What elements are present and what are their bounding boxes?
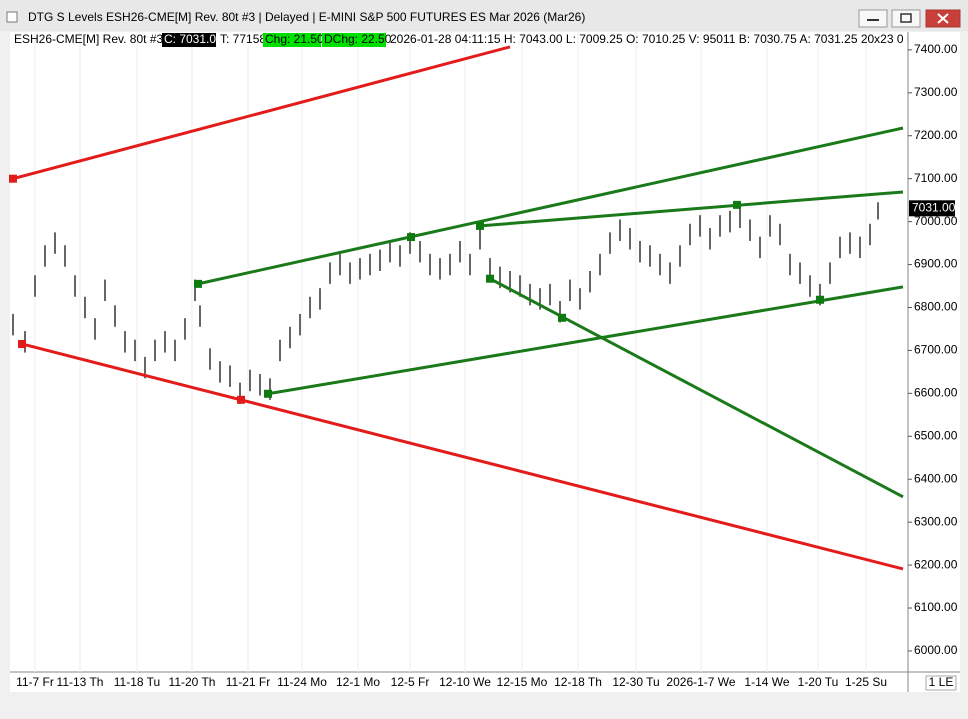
y-tick-label: 7100.00 [914, 171, 958, 185]
maximize-button[interactable] [891, 9, 921, 28]
info-details: 2026-01-28 04:11:15 H: 7043.00 L: 7009.2… [390, 32, 963, 46]
window-title: DTG S Levels ESH26-CME[M] Rev. 80t #3 | … [28, 10, 585, 24]
info-symbol: ESH26-CME[M] Rev. 80t #3 [14, 32, 163, 46]
y-tick-label: 6200.00 [914, 557, 958, 571]
x-tick-label: 11-24 Mo [277, 675, 327, 689]
window-icon [6, 11, 18, 23]
y-tick-label: 7300.00 [914, 85, 958, 99]
x-tick-label: 11-21 Fr [226, 675, 270, 689]
y-tick-label: 7000.00 [914, 214, 958, 228]
chg-bg [263, 33, 321, 47]
details-clip: 2026-01-28 04:11:15 H: 7043.00 L: 7009.2… [390, 32, 963, 46]
last-price-box [909, 200, 955, 217]
y-tick-label: 6000.00 [914, 643, 958, 657]
anchor-point [407, 233, 415, 242]
anchor-point [476, 221, 484, 230]
y-tick-label: 6400.00 [914, 471, 958, 485]
trendline [197, 126, 904, 286]
info-daily-change: DChg: 22.50 [324, 32, 392, 46]
x-tick-label: 12-18 Th [554, 675, 602, 689]
y-tick-label: 7200.00 [914, 128, 958, 142]
trendline [479, 190, 904, 228]
x-tick-label: 12-15 Mo [497, 675, 548, 689]
plot [9, 32, 904, 672]
x-tick-label: 11-18 Tu [114, 675, 160, 689]
x-tick-label: 1-20 Tu [798, 675, 839, 689]
trendline [21, 342, 904, 571]
anchor-point [816, 295, 824, 304]
status-box [925, 675, 957, 691]
close-icon [937, 13, 949, 24]
last-price-label: 7031.00 [912, 200, 956, 214]
x-tick-label: 12-1 Mo [336, 675, 380, 689]
x-tick-label: 12-5 Fr [391, 675, 430, 689]
anchor-point [558, 313, 566, 322]
x-tick-label: 11-7 Fr [16, 675, 54, 689]
x-tick-label: 11-13 Th [57, 675, 104, 689]
y-tick-label: 6100.00 [914, 600, 958, 614]
x-tick-label: 1-25 Su [845, 675, 887, 689]
status-label: 1 LE [929, 675, 954, 689]
info-change: Chg: 21.50 [265, 32, 324, 46]
x-tick-label: 2026-1-7 We [666, 675, 735, 689]
close-bg [162, 33, 216, 47]
maximize-icon [900, 13, 912, 23]
y-tick-label: 7400.00 [914, 42, 958, 56]
y-tick-label: 6700.00 [914, 343, 958, 357]
y-tick-label: 6500.00 [914, 428, 958, 442]
anchor-point [264, 389, 272, 398]
x-tick-label: 12-30 Tu [612, 675, 659, 689]
time-axis [10, 672, 960, 692]
x-tick-label: 12-10 We [439, 675, 491, 689]
trendline [12, 45, 511, 181]
dchg-bg [322, 33, 386, 47]
info-close: C: 7031.00 [164, 32, 223, 46]
anchor-point [733, 200, 741, 209]
trendline [267, 285, 904, 396]
plot-area [10, 32, 908, 672]
anchor-point [194, 279, 202, 288]
x-tick-label: 1-14 We [744, 675, 789, 689]
y-tick-label: 6600.00 [914, 386, 958, 400]
anchor-point [18, 339, 26, 348]
minimize-button[interactable] [858, 9, 888, 28]
anchor-point [486, 274, 494, 283]
title-bar [0, 0, 968, 31]
price-axis [908, 32, 960, 672]
info-bar: ESH26-CME[M] Rev. 80t #3 C: 7031.00 T: 7… [14, 32, 963, 47]
info-ticks: T: 77158 [220, 32, 266, 46]
y-tick-label: 6300.00 [914, 514, 958, 528]
y-tick-label: 6800.00 [914, 300, 958, 314]
anchor-point [237, 395, 245, 404]
x-tick-label: 11-20 Th [169, 675, 216, 689]
anchor-point [9, 174, 17, 183]
y-tick-label: 6900.00 [914, 257, 958, 271]
